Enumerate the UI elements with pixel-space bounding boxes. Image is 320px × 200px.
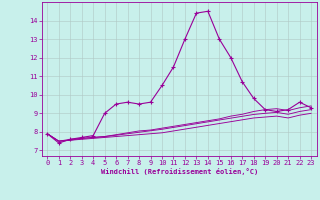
- X-axis label: Windchill (Refroidissement éolien,°C): Windchill (Refroidissement éolien,°C): [100, 168, 258, 175]
